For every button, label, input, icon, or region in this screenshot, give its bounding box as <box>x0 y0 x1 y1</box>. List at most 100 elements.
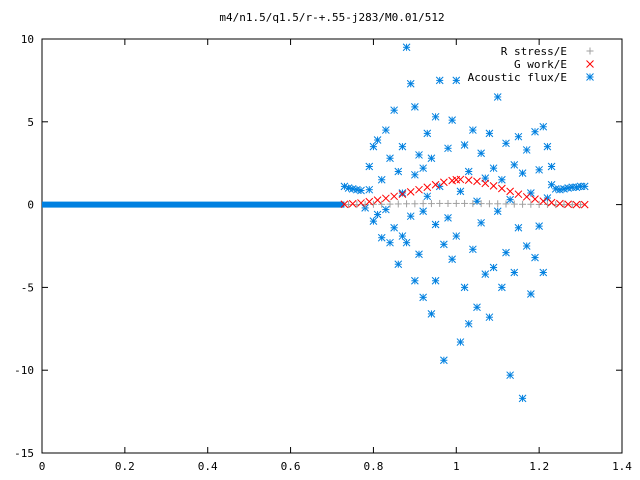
data-point <box>427 310 436 318</box>
data-point <box>485 313 494 322</box>
data-point <box>522 242 531 250</box>
data-point <box>469 200 477 208</box>
data-point <box>448 255 456 264</box>
data-point <box>531 127 539 136</box>
data-point <box>572 200 581 209</box>
data-point <box>398 189 407 197</box>
data-point <box>415 250 423 259</box>
series-acoustic-flux-e <box>340 43 589 403</box>
data-point <box>506 187 514 196</box>
data-point <box>440 240 448 249</box>
data-point <box>489 263 498 272</box>
data-point <box>527 189 535 197</box>
data-point <box>419 207 427 216</box>
data-point <box>377 233 386 242</box>
legend-marker <box>586 73 594 81</box>
data-point <box>506 371 514 380</box>
y-tick-label: 5 <box>27 116 34 129</box>
x-tick-label: 0.6 <box>281 460 301 473</box>
data-point <box>382 126 390 134</box>
data-point <box>531 253 539 262</box>
data-point <box>423 183 432 192</box>
series-r-stress-e <box>345 199 585 209</box>
data-point <box>464 319 473 328</box>
plot-border <box>41 38 623 454</box>
data-point <box>411 170 419 179</box>
data-point <box>522 146 531 154</box>
data-point <box>489 182 498 190</box>
series-layer <box>42 43 589 403</box>
data-point <box>436 199 444 207</box>
data-point <box>510 268 519 277</box>
data-point <box>369 217 378 226</box>
data-point <box>580 182 589 191</box>
data-point <box>514 190 523 199</box>
legend-label: R stress/E <box>501 45 567 58</box>
data-point <box>547 162 556 171</box>
data-point <box>527 290 535 298</box>
data-point <box>502 248 510 257</box>
data-point <box>564 200 572 209</box>
data-point <box>444 213 452 222</box>
data-point <box>452 199 460 207</box>
data-point <box>423 129 432 138</box>
x-tick-label: 1 <box>453 460 460 473</box>
x-tick-label: 0.2 <box>115 460 135 473</box>
data-point <box>373 210 382 219</box>
data-point <box>390 192 398 201</box>
legend-marker <box>586 47 594 55</box>
acoustic-flux-zero-band <box>42 201 345 208</box>
data-point <box>502 139 510 148</box>
data-point <box>477 218 485 227</box>
data-point <box>535 165 543 174</box>
data-point <box>427 200 435 208</box>
data-point <box>390 223 398 232</box>
data-point <box>518 169 527 177</box>
x-tick-label: 1.2 <box>529 460 549 473</box>
data-point <box>535 222 543 230</box>
data-point <box>382 194 390 203</box>
x-tick-label: 0.4 <box>198 460 218 473</box>
data-point <box>489 164 498 173</box>
data-point <box>556 199 564 208</box>
data-point <box>394 167 403 176</box>
data-point <box>506 195 514 204</box>
data-point <box>398 232 407 240</box>
data-point <box>390 106 398 115</box>
data-point <box>456 338 465 346</box>
axis-ticks: 0 0.2 0.4 0.6 0.8 1 1.2 1.4 -15 -10 -5 0 5 10 <box>14 33 632 473</box>
legend-label: Acoustic flux/E <box>468 71 567 84</box>
data-point <box>365 185 374 194</box>
data-point <box>415 151 423 159</box>
data-point <box>464 176 473 184</box>
data-point <box>452 76 461 85</box>
data-point <box>514 223 523 232</box>
data-point <box>431 276 440 285</box>
data-point <box>473 303 481 312</box>
data-point <box>498 283 506 292</box>
y-tick-label: -10 <box>14 364 34 377</box>
data-point <box>539 268 548 277</box>
data-point <box>456 187 465 196</box>
legend-marker <box>586 60 594 68</box>
data-point <box>498 175 506 184</box>
data-point <box>460 141 469 149</box>
data-point <box>431 112 440 121</box>
data-point <box>373 136 382 144</box>
data-point <box>568 201 576 209</box>
data-point <box>386 154 394 163</box>
data-point <box>493 207 502 216</box>
data-point <box>580 200 589 209</box>
data-point <box>514 132 523 141</box>
data-point <box>386 238 394 247</box>
data-point <box>543 142 552 151</box>
data-point <box>411 103 419 111</box>
data-point <box>535 200 543 208</box>
data-point <box>431 180 440 189</box>
data-point <box>477 149 485 158</box>
y-tick-label: -5 <box>21 281 34 294</box>
data-point <box>345 201 353 209</box>
data-point <box>547 198 556 207</box>
legend-label: G work/E <box>514 58 567 71</box>
